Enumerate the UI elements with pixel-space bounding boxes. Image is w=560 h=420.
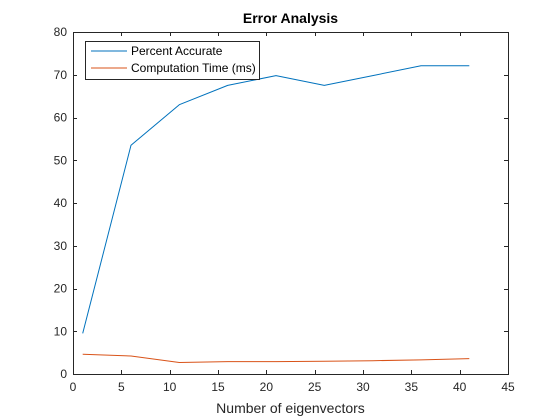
y-tick-label: 20 [54,282,68,296]
series-line-1 [82,65,470,334]
y-tick-label: 0 [60,367,67,381]
y-tick-label: 60 [54,111,68,125]
series-line-2 [82,353,470,363]
x-axis-label: Number of eigenvectors [216,400,365,416]
x-tick-label: 15 [211,380,225,394]
legend-label-2: Computation Time (ms) [131,61,256,75]
x-axis: 0 5 10 15 20 25 30 35 40 45 [70,32,515,394]
series-layer [82,65,470,363]
axes-box [73,32,509,375]
x-tick-label: 45 [501,380,515,394]
legend-label-1: Percent Accurate [131,44,223,58]
y-axis: 0 10 20 30 40 50 60 70 80 [54,25,508,381]
x-tick-label: 25 [308,380,322,394]
y-tick-label: 40 [54,196,68,210]
y-tick-label: 70 [54,68,68,82]
y-tick-label: 50 [54,153,68,167]
chart-title: Error Analysis [243,10,338,26]
x-tick-label: 40 [453,380,467,394]
x-tick-label: 5 [118,380,125,394]
x-tick-label: 30 [356,380,370,394]
legend: Percent Accurate Computation Time (ms) [85,41,260,80]
y-tick-label: 30 [54,239,68,253]
y-tick-label: 10 [54,324,68,338]
legend-box [85,41,260,80]
x-tick-label: 20 [260,380,274,394]
x-tick-label: 10 [163,380,177,394]
x-tick-label: 35 [405,380,419,394]
plot-area [73,32,508,374]
y-tick-label: 80 [54,25,68,39]
x-tick-label: 0 [70,380,77,394]
